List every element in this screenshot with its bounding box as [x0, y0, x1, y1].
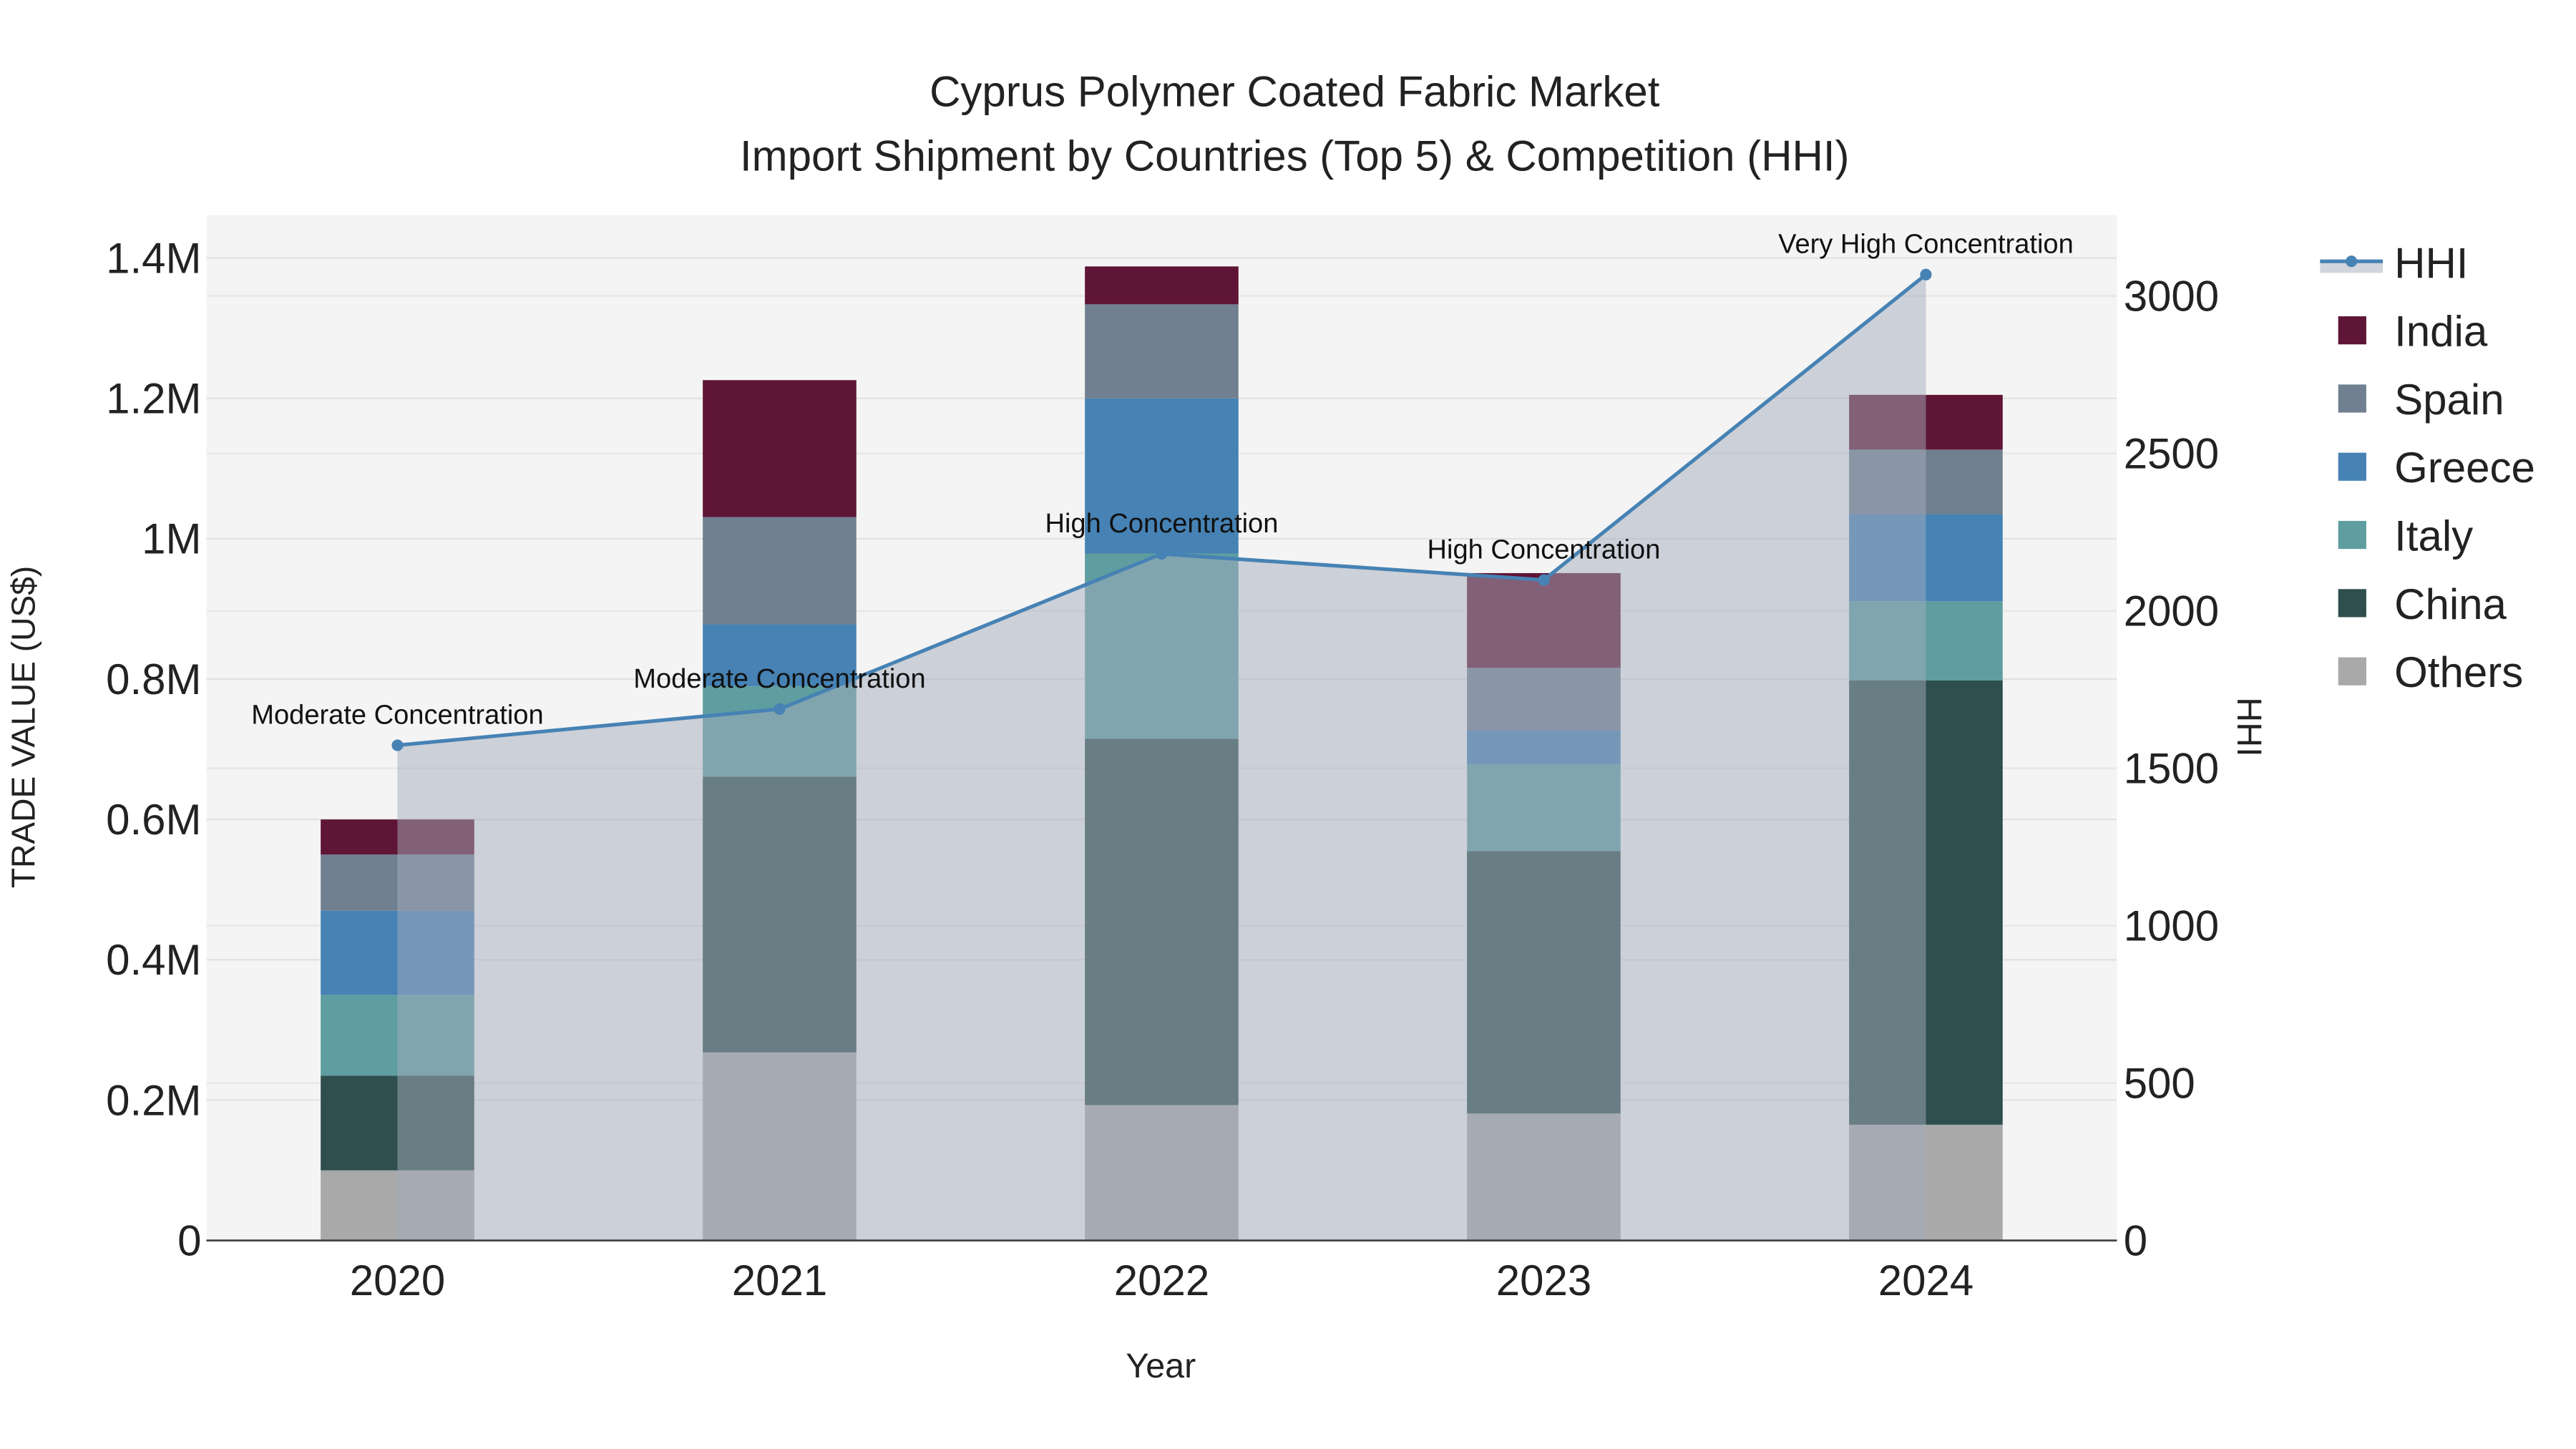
y-tick-label: 0.8M: [106, 655, 201, 703]
y-tick-label: 1.2M: [106, 375, 201, 423]
x-tick-label: 2022: [1114, 1257, 1209, 1304]
legend-label-greece: Greece: [2394, 444, 2535, 492]
hhi-annotation: High Concentration: [1428, 535, 1661, 565]
y2-tick-label: 1500: [2124, 744, 2219, 792]
bar-spain-2021: [703, 517, 857, 625]
y2-tick-label: 2000: [2124, 587, 2219, 635]
y2-axis-title: HHI: [2230, 697, 2268, 756]
bar-india-2022: [1085, 266, 1239, 305]
bar-greece-2021: [703, 624, 857, 686]
hhi-marker-2023: [1538, 574, 1550, 586]
legend-swatch-others: [2338, 657, 2366, 686]
x-axis-title: Year: [1126, 1347, 1196, 1385]
x-tick-label: 2024: [1878, 1257, 1974, 1304]
bar-greece-2022: [1085, 398, 1239, 554]
y-tick-label: 1.4M: [106, 234, 201, 282]
legend-swatch-italy: [2338, 520, 2366, 550]
chart-title-line2: Import Shipment by Countries (Top 5) & C…: [740, 132, 1850, 180]
legend-label-spain: Spain: [2394, 376, 2504, 424]
bar-india-2021: [703, 380, 857, 517]
y2-tick-label: 3000: [2124, 272, 2219, 320]
y2-tick-label: 2500: [2124, 429, 2219, 477]
hhi-area-fill: [397, 274, 1926, 1241]
y-tick-label: 0.2M: [106, 1076, 201, 1124]
y-axis-title: TRADE VALUE (US$): [4, 566, 42, 888]
hhi-marker-2024: [1920, 268, 1932, 280]
hhi-area: [397, 274, 1926, 1241]
y-tick-label: 0: [177, 1216, 201, 1264]
legend-label-others: Others: [2394, 648, 2523, 696]
legend: HHI India Spain Greece Italy China Others: [2320, 239, 2535, 696]
hhi-marker-2020: [391, 739, 404, 751]
y-tick-label: 0.4M: [106, 936, 201, 984]
legend-label-india: India: [2394, 308, 2488, 356]
chart-title-line1: Cyprus Polymer Coated Fabric Market: [930, 67, 1660, 115]
hhi-annotation: Moderate Concentration: [251, 701, 543, 731]
hhi-marker-2022: [1156, 547, 1168, 560]
hhi-annotation: Moderate Concentration: [633, 664, 925, 694]
hhi-line-group: Moderate Concentration Moderate Concentra…: [251, 230, 2074, 751]
legend-swatch-china: [2338, 589, 2366, 618]
x-tick-label: 2023: [1496, 1257, 1591, 1304]
y2-tick-label: 0: [2124, 1216, 2147, 1264]
y2-tick-label: 500: [2124, 1059, 2195, 1107]
legend-swatch-india: [2338, 316, 2366, 345]
x-tick-label: 2021: [732, 1257, 827, 1304]
x-tick-label: 2020: [350, 1257, 445, 1304]
legend-swatch-spain: [2338, 384, 2366, 413]
legend-label-hhi: HHI: [2394, 239, 2468, 287]
legend-hhi-marker: [2346, 255, 2358, 268]
legend-label-china: China: [2394, 580, 2507, 628]
hhi-marker-2021: [774, 703, 786, 716]
hhi-annotation: Very High Concentration: [1778, 230, 2074, 260]
legend-swatch-greece: [2338, 452, 2366, 481]
y-tick-label: 0.6M: [106, 796, 201, 844]
hhi-annotation: High Concentration: [1045, 509, 1279, 539]
axis-ticks: 0 0.2M 0.4M 0.6M 0.8M 1M 1.2M 1.4M 0 500 1000 1500 2…: [106, 234, 2219, 1304]
y2-tick-label: 1000: [2124, 902, 2219, 950]
y-tick-label: 1M: [142, 515, 201, 563]
bar-spain-2022: [1085, 304, 1239, 399]
legend-label-italy: Italy: [2394, 512, 2473, 560]
